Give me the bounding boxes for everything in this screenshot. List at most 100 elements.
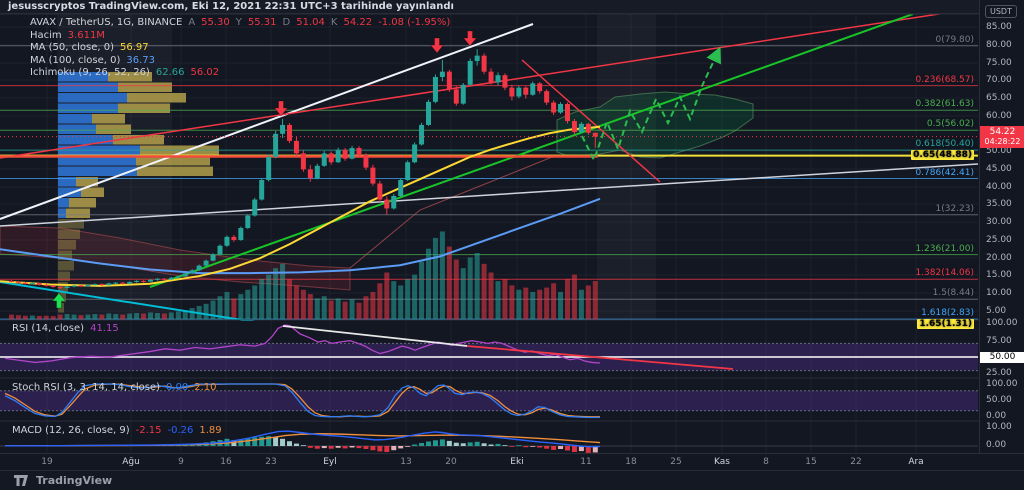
legend-text: 2.10 (194, 382, 217, 393)
up-arrow-marker[interactable] (51, 292, 67, 309)
legend-text: 51.04 (296, 17, 325, 28)
time-tick: 13 (400, 457, 412, 467)
time-tick: 19 (41, 457, 53, 467)
price-tick: 100.00 (986, 318, 1018, 328)
legend-text: Ichimoku (9, 26, 52, 26) (30, 67, 150, 78)
legend-text: D (282, 17, 291, 28)
legend-text: A (188, 17, 196, 28)
time-tick: 9 (178, 457, 184, 467)
price-tick: 85.00 (986, 22, 1012, 32)
legend-text: 55.31 (247, 17, 277, 28)
legend-text: 54.22 (343, 17, 373, 28)
ichimoku-cloud-edge (349, 154, 558, 269)
legend-text: 56.02 (190, 67, 220, 78)
legend-text: 55.30 (201, 17, 230, 28)
fib-level-label: 1.236(21.00) (915, 243, 974, 254)
price-tick: 0.00 (986, 411, 1007, 421)
time-tick: 16 (220, 457, 232, 467)
price-tick: 10.00 (986, 288, 1012, 298)
legend-text: Y (235, 17, 242, 28)
price-tick: 40.00 (986, 182, 1012, 192)
volume-row[interactable]: Hacim 3.611M (30, 30, 111, 41)
legend-text: 62.66 (155, 67, 185, 78)
macd-legend-row[interactable]: MACD (12, 26, close, 9) -2.15 -0.26 1.89 (12, 425, 228, 436)
stoch-pane[interactable] (0, 383, 978, 419)
fib-level-label: 1.382(14.06) (915, 268, 974, 279)
ma50-row[interactable]: MA (50, close, 0) 56.97 (30, 42, 155, 53)
rsi-trendline-white[interactable] (282, 325, 468, 347)
time-tick: Ara (908, 457, 924, 467)
price-tick: 50.00 (986, 395, 1012, 405)
time-tick: Ağu (122, 457, 140, 467)
stoch-legend-row[interactable]: Stoch RSI (3, 3, 14, 14, close) 0.00 2.10 (12, 382, 223, 393)
green-rising-trendline[interactable] (149, 14, 914, 288)
legend-text: 3.611M (67, 29, 105, 41)
symbol-row[interactable]: AVAX / TetherUS, 1G, BINANCE A 55.30 Y 55.31… (30, 17, 456, 28)
legend-text: RSI (14, close) (12, 323, 85, 334)
candles (9, 49, 598, 290)
red-rising-trendline[interactable] (0, 8, 978, 159)
price-tick: 65.00 (986, 93, 1012, 103)
time-tick: Eki (510, 457, 524, 467)
legend-text: -2.15 (135, 425, 162, 436)
time-tick: 23 (265, 457, 277, 467)
down-arrow-marker[interactable] (429, 37, 445, 54)
macd-pane[interactable] (0, 430, 978, 453)
fib-level-label: 0.382(61.63) (915, 99, 974, 110)
legend-text: MA (100, close, 0) (30, 54, 121, 66)
legend-text: -0.26 (167, 425, 194, 436)
time-axis[interactable]: 19 Ağu 9 16 23 Eyl 13 20 Eki 11 18 25 Kas 8 15 22 Ara (0, 453, 1024, 471)
fib-level-label: 0(79.80) (935, 34, 974, 45)
gray-rising-trendline[interactable] (0, 163, 978, 227)
published-idea-text: jesusscryptos TradingView.com, Eki 12, 2… (8, 1, 454, 12)
red-falling-trendline[interactable] (521, 59, 661, 183)
fib-level-label: 1(32.23) (935, 203, 974, 214)
down-arrow-marker[interactable] (462, 30, 478, 47)
fib-level-label: 1.5(8.44) (932, 288, 974, 299)
price-tick: 60.00 (986, 111, 1012, 121)
time-tick: 25 (670, 457, 682, 467)
projection-band (597, 14, 656, 320)
time-tick: Kas (714, 457, 730, 467)
price-tick: 75.00 (986, 58, 1012, 68)
white-rising-trendline[interactable] (0, 23, 534, 220)
time-tick: 15 (805, 457, 817, 467)
price-axis[interactable]: USDT 85.00 80.00 75.00 70.00 65.00 60.00 50.00… (979, 0, 1024, 470)
legend-text: 41.15 (90, 323, 119, 334)
ma100-line (0, 197, 601, 275)
bar-countdown: 04:28:22 (984, 137, 1021, 146)
cyan-falling-trendline[interactable] (0, 281, 256, 322)
macd-main-line (5, 430, 601, 448)
tradingview-logo-text[interactable]: TradingView (36, 474, 113, 487)
price-tick: 75.00 (986, 336, 1012, 346)
legend-text: Stoch RSI (3, 3, 14, 14, close) (12, 382, 160, 393)
tradingview-logo-icon[interactable] (14, 474, 31, 487)
last-price-badge: 54.22 04:28:22 (980, 126, 1024, 148)
legend-text: AVAX / TetherUS, 1G, BINANCE (30, 17, 183, 28)
price-tick: 20.00 (986, 253, 1012, 263)
legend-text: Hacim (30, 29, 62, 41)
legend-text: 36.73 (126, 54, 156, 66)
rsi-legend-row[interactable]: RSI (14, close) 41.15 (12, 323, 125, 334)
price-pane[interactable] (0, 8, 978, 325)
legend-text: -1.08 (-1.95%) (378, 17, 451, 28)
price-tick: 50.00 (986, 146, 1012, 156)
stoch-k-line (4, 383, 600, 419)
down-arrow-marker[interactable] (273, 100, 289, 117)
price-tick: 10.00 (986, 422, 1012, 432)
ichimoku-row[interactable]: Ichimoku (9, 26, 52, 26) 62.66 56.02 (30, 67, 225, 78)
price-tick: 45.00 (986, 164, 1012, 174)
legend-text: MACD (12, 26, close, 9) (12, 425, 130, 436)
price-tick: 25.00 (986, 235, 1012, 245)
legend-text: 1.89 (199, 425, 222, 436)
legend-text: MA (50, close, 0) (30, 42, 115, 53)
projection-zigzag[interactable] (581, 46, 721, 163)
currency-toggle[interactable]: USDT (985, 5, 1017, 18)
ma100-row[interactable]: MA (100, close, 0) 36.73 (30, 55, 161, 66)
last-price-value: 54.22 (989, 127, 1016, 137)
rsi-pane[interactable] (0, 324, 978, 372)
price-tick: 25.00 (986, 368, 1012, 378)
rsi-trendline-red[interactable] (466, 345, 734, 370)
time-tick: Eyl (323, 457, 337, 467)
